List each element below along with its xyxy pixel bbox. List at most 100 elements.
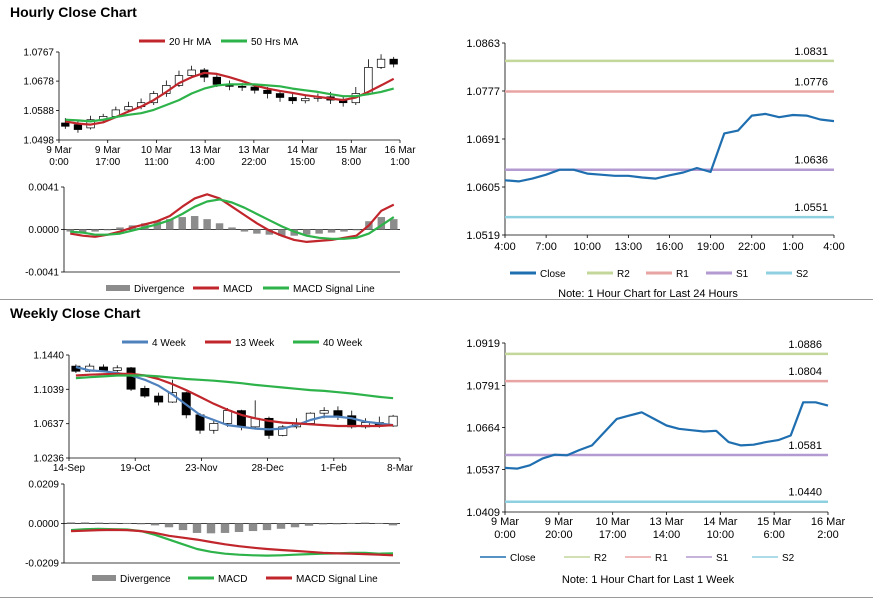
legend-20hr-ma-label: 20 Hr MA [169, 37, 212, 48]
x-tick-label: 9 Mar [95, 145, 121, 156]
divergence-bar [91, 229, 99, 232]
ma-line-2 [75, 374, 394, 400]
level-label-s1: 1.0581 [788, 440, 822, 452]
candle-body [275, 93, 285, 98]
candle-body [209, 423, 219, 431]
divergence-bar [234, 523, 244, 533]
y-tick-label: 1.0637 [33, 419, 64, 430]
legend-weekly-divergence-swatch [92, 575, 116, 581]
x-tick-label: 8-Mar [387, 463, 414, 474]
x-tick-label: 7:00 [535, 241, 556, 253]
x-tick-label: 19-Oct [120, 463, 150, 474]
legend-hourly-r2-label: R2 [617, 269, 630, 280]
x-tick-label: 22:00 [738, 241, 766, 253]
candle-body [376, 58, 386, 68]
legend-hourly-close-label: Close [540, 269, 566, 280]
level-label-r2: 1.0886 [788, 339, 822, 351]
divergence-bar [116, 227, 124, 230]
candle-body [237, 85, 247, 88]
y-tick-label: 1.0537 [466, 465, 500, 477]
x-tick-label: 14 Mar [287, 145, 319, 156]
divergence-bar [166, 219, 174, 230]
candle-body [278, 426, 288, 436]
macd-line [70, 527, 394, 557]
divergence-bar [94, 522, 104, 524]
y-tick-label: 0.0209 [28, 480, 59, 491]
divergence-bar [206, 523, 216, 534]
weekly-section-title: Weekly Close Chart [10, 305, 141, 321]
hourly-note: Note: 1 Hour Chart for Last 24 Hours [558, 288, 738, 300]
divergence-bar [215, 223, 224, 230]
divergence-bar [178, 217, 186, 230]
legend-weekly-close-label: Close [510, 553, 536, 564]
candle-body [223, 410, 233, 424]
legend-hourly-s2-label: S2 [796, 269, 809, 280]
ma-line-1 [75, 372, 394, 428]
x-tick-label: 28-Dec [251, 463, 283, 474]
candle-body [250, 86, 259, 91]
x-tick-label: 4:00 [494, 241, 515, 253]
x-tick-label: 10:00 [573, 241, 601, 253]
x-tick-label: 13 Mar [649, 516, 684, 528]
y-tick-label: 1.0409 [466, 507, 500, 519]
y-tick-label: 1.0678 [23, 77, 54, 88]
legend-weekly-s1-label: S1 [716, 553, 729, 564]
x-tick-label: 9 Mar [545, 516, 573, 528]
candle-body [61, 122, 70, 127]
legend-50hrs-ma-label: 50 Hrs MA [251, 37, 299, 48]
y-tick-label: 1.0605 [466, 182, 500, 194]
x-tick-label: 1:00 [782, 241, 803, 253]
x-tick-label: 0:00 [494, 529, 515, 541]
level-label-r1: 1.0776 [794, 77, 828, 89]
y-tick-label: 1.0777 [466, 86, 500, 98]
x-tick-label: 14-Sep [53, 463, 86, 474]
legend-hourly-divergence-swatch [106, 285, 130, 291]
legend-weekly-divergence-label: Divergence [120, 574, 171, 585]
y-tick-label: 1.0791 [466, 380, 500, 392]
level-label-r2: 1.0831 [794, 46, 828, 58]
legend-40-week-label: 40 Week [323, 338, 363, 349]
divergence-bar [315, 229, 323, 234]
x-tick-label: 14 Mar [703, 516, 738, 528]
y-tick-label: 1.0588 [23, 106, 54, 117]
x-tick-label: 11:00 [144, 157, 169, 168]
y-tick-label: 0.0000 [28, 225, 59, 236]
divergence-bar [262, 523, 272, 531]
x-tick-label: 13 Mar [238, 145, 270, 156]
divergence-bar [390, 219, 398, 230]
x-tick-label: 9 Mar [46, 145, 72, 156]
candle-body [301, 98, 310, 102]
divergence-bar [150, 523, 160, 526]
divergence-bar [78, 229, 87, 233]
divergence-bar [302, 229, 311, 235]
candle-body [98, 366, 108, 371]
divergence-bar [377, 217, 386, 230]
divergence-bar [360, 522, 370, 524]
x-tick-label: 16:00 [656, 241, 684, 253]
divergence-bar [253, 229, 261, 234]
divergence-bar [332, 523, 342, 525]
y-tick-label: 0.0041 [28, 183, 59, 194]
y-tick-label: -0.0209 [25, 559, 59, 570]
legend-weekly-s2-label: S2 [782, 553, 795, 564]
legend-weekly-signal-label: MACD Signal Line [296, 574, 378, 585]
divergence-bar [178, 523, 188, 531]
candle-body [124, 106, 133, 111]
divergence-bar [388, 523, 398, 526]
legend-hourly-macd-label: MACD [223, 284, 252, 295]
weekly-note: Note: 1 Hour Chart for Last 1 Week [562, 574, 735, 586]
x-tick-label: 13:00 [615, 241, 643, 253]
divergence-bar [164, 523, 174, 528]
candle-body [319, 410, 329, 414]
x-tick-label: 0:00 [49, 157, 69, 168]
legend-hourly-r1-label: R1 [676, 269, 689, 280]
x-tick-label: 10 Mar [141, 145, 173, 156]
divergence-bar [276, 523, 286, 529]
divergence-bar [220, 523, 230, 533]
divergence-bar [192, 523, 202, 533]
candle-body [288, 97, 297, 102]
y-tick-label: 1.0863 [466, 38, 500, 50]
bottom-divider [0, 597, 873, 598]
divergence-bar [203, 219, 211, 230]
